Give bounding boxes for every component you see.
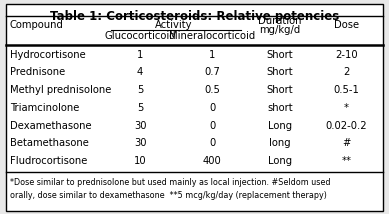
Text: 5: 5 [137, 85, 143, 95]
Text: 30: 30 [134, 138, 146, 148]
Text: 0.5-1: 0.5-1 [333, 85, 359, 95]
Text: orally, dose similar to dexamethasone  **5 mcg/kg/day (replacement therapy): orally, dose similar to dexamethasone **… [10, 191, 327, 200]
Text: Long: Long [268, 156, 292, 166]
Text: *: * [344, 103, 349, 113]
Text: 0: 0 [209, 103, 215, 113]
Text: Methyl prednisolone: Methyl prednisolone [10, 85, 111, 95]
Text: mg/kg/d: mg/kg/d [259, 25, 301, 35]
Text: 0: 0 [209, 138, 215, 148]
Text: Short: Short [267, 67, 293, 77]
Text: 2-10: 2-10 [335, 50, 357, 59]
Text: Triamcinolone: Triamcinolone [10, 103, 79, 113]
Text: 0: 0 [209, 121, 215, 131]
Text: Short: Short [267, 85, 293, 95]
Text: 400: 400 [203, 156, 221, 166]
Text: short: short [267, 103, 293, 113]
Text: Table 1: Corticosteroids: Relative potencies: Table 1: Corticosteroids: Relative poten… [50, 10, 339, 23]
Text: Dose: Dose [334, 20, 359, 30]
Text: 4: 4 [137, 67, 143, 77]
Text: Hydrocortisone: Hydrocortisone [10, 50, 86, 59]
Text: long: long [269, 138, 291, 148]
Text: *Dose similar to prednisolone but used mainly as local injection. #Seldom used: *Dose similar to prednisolone but used m… [10, 178, 330, 187]
Text: Short: Short [267, 50, 293, 59]
Text: 30: 30 [134, 121, 146, 131]
Text: **: ** [341, 156, 351, 166]
Text: Duration: Duration [258, 16, 302, 25]
Text: 10: 10 [134, 156, 146, 166]
Text: Long: Long [268, 121, 292, 131]
Text: Mineralocorticoid: Mineralocorticoid [169, 31, 255, 41]
Text: Fludrocortisone: Fludrocortisone [10, 156, 87, 166]
Text: Betamethasone: Betamethasone [10, 138, 89, 148]
Text: Activity: Activity [155, 20, 193, 30]
Text: 1: 1 [137, 50, 143, 59]
Text: Dexamethasone: Dexamethasone [10, 121, 91, 131]
Text: 5: 5 [137, 103, 143, 113]
Text: Glucocorticoid: Glucocorticoid [104, 31, 176, 41]
Text: 2: 2 [343, 67, 349, 77]
Text: Compound: Compound [10, 20, 63, 30]
Text: 1: 1 [209, 50, 215, 59]
Text: 0.7: 0.7 [204, 67, 220, 77]
Text: Prednisone: Prednisone [10, 67, 65, 77]
Text: #: # [342, 138, 350, 148]
Text: 0.02-0.2: 0.02-0.2 [325, 121, 367, 131]
Text: 0.5: 0.5 [204, 85, 220, 95]
